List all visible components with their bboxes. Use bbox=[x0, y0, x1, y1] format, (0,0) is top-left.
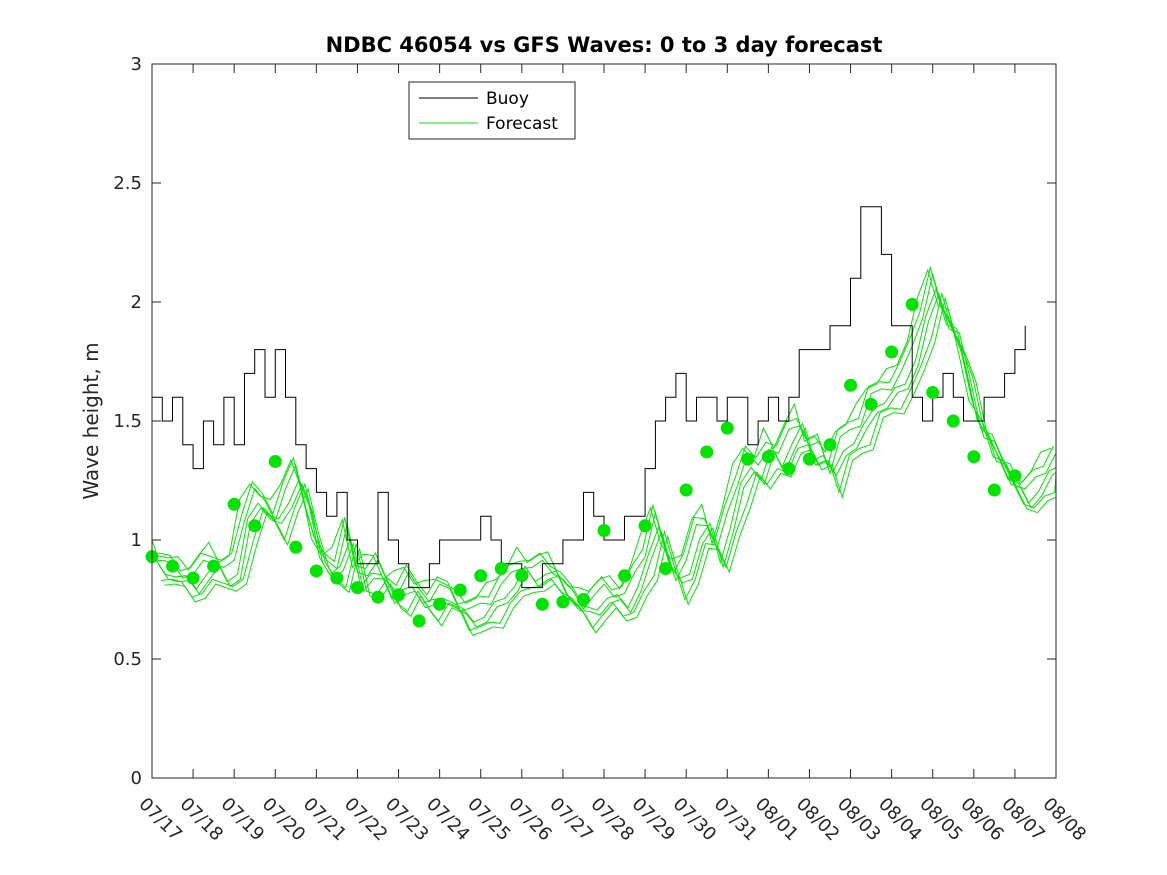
analysis-point bbox=[597, 523, 611, 537]
analysis-point bbox=[926, 385, 940, 399]
plot-area bbox=[145, 206, 1057, 636]
analysis-point bbox=[330, 571, 344, 585]
analysis-point bbox=[802, 452, 816, 466]
analysis-point bbox=[515, 569, 529, 583]
analysis-point bbox=[186, 571, 200, 585]
analysis-point bbox=[761, 450, 775, 464]
analysis-point bbox=[166, 559, 180, 573]
analysis-point bbox=[659, 562, 673, 576]
analysis-point bbox=[638, 519, 652, 533]
analysis-point bbox=[227, 497, 241, 511]
analysis-point bbox=[844, 378, 858, 392]
analysis-point bbox=[494, 562, 508, 576]
forecast-line bbox=[164, 296, 1057, 636]
analysis-point bbox=[905, 297, 919, 311]
analysis-point bbox=[700, 445, 714, 459]
y-tick-label: 0.5 bbox=[113, 649, 142, 670]
y-tick-label: 2.5 bbox=[113, 173, 142, 194]
analysis-point bbox=[1008, 469, 1022, 483]
analysis-point bbox=[453, 583, 467, 597]
analysis-point bbox=[946, 414, 960, 428]
analysis-point bbox=[433, 597, 447, 611]
y-tick-label: 0 bbox=[131, 768, 142, 789]
y-tick-label: 2 bbox=[131, 292, 142, 313]
analysis-point bbox=[350, 581, 364, 595]
analysis-point bbox=[967, 450, 981, 464]
legend: Buoy Forecast bbox=[408, 81, 576, 140]
analysis-point bbox=[885, 345, 899, 359]
axes-box bbox=[151, 63, 1057, 779]
legend-forecast-label: Forecast bbox=[486, 114, 558, 134]
analysis-point bbox=[268, 454, 282, 468]
legend-buoy-label: Buoy bbox=[486, 89, 529, 109]
analysis-point bbox=[535, 597, 549, 611]
y-tick-label: 3 bbox=[131, 54, 142, 75]
buoy-line bbox=[152, 206, 1026, 589]
analysis-point bbox=[864, 397, 878, 411]
analysis-point bbox=[720, 421, 734, 435]
analysis-point bbox=[289, 540, 303, 554]
analysis-point bbox=[309, 564, 323, 578]
analysis-point bbox=[823, 438, 837, 452]
analysis-point bbox=[207, 559, 221, 573]
forecast-line bbox=[160, 291, 1057, 632]
analysis-point bbox=[474, 569, 488, 583]
y-axis-label: Wave height, m bbox=[79, 342, 103, 499]
analysis-point bbox=[248, 519, 262, 533]
analysis-point bbox=[371, 590, 385, 604]
chart-title: NDBC 46054 vs GFS Waves: 0 to 3 day fore… bbox=[326, 33, 883, 57]
analysis-point bbox=[556, 595, 570, 609]
y-tick-label: 1 bbox=[131, 530, 142, 551]
analysis-point bbox=[392, 588, 406, 602]
analysis-point bbox=[576, 593, 590, 606]
analysis-point bbox=[782, 462, 796, 476]
analysis-point bbox=[741, 452, 755, 466]
y-axis-ticks: 0 0.5 1 1.5 2 2.5 3 bbox=[113, 54, 1056, 789]
analysis-point bbox=[618, 569, 632, 583]
analysis-point bbox=[987, 483, 1001, 497]
forecast-line bbox=[154, 287, 1057, 623]
forecast-line bbox=[151, 268, 1052, 604]
legend-box bbox=[408, 81, 576, 140]
analysis-point bbox=[679, 483, 693, 497]
analysis-point bbox=[412, 614, 426, 628]
y-tick-label: 1.5 bbox=[113, 411, 142, 432]
